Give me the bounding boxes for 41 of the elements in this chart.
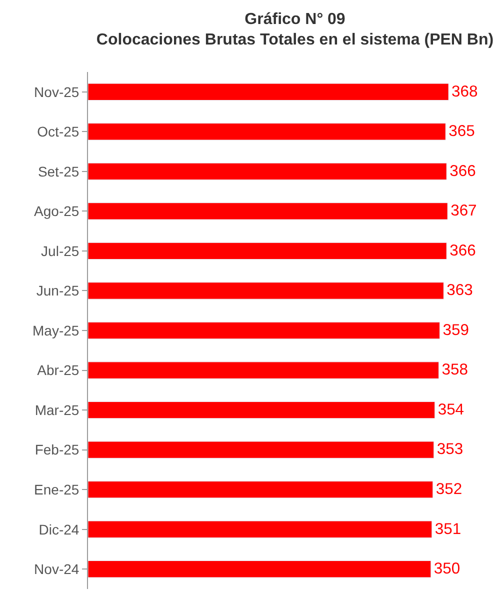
data-label: 351: [434, 520, 462, 538]
y-tick-label: Abr-25: [37, 362, 80, 378]
y-tick-label: Ene-25: [34, 481, 80, 498]
chart-title: Gráfico N° 09: [244, 10, 346, 28]
data-label: 358: [442, 362, 468, 379]
y-tick-label: Set-25: [38, 163, 80, 180]
y-tick-label: May-25: [32, 322, 80, 338]
bar: [88, 162, 447, 180]
data-label: 368: [452, 83, 478, 100]
y-tick-label: Ago-25: [34, 203, 80, 220]
bar: [88, 520, 432, 538]
bar: [88, 242, 447, 260]
y-tick-label: Nov-24: [34, 561, 80, 578]
chart-subtitle: Colocaciones Brutas Totales en el sistema (PEN Bn): [96, 32, 494, 49]
y-tick-label: Jul-25: [41, 242, 80, 259]
bar: [88, 362, 439, 379]
data-label: 353: [436, 441, 464, 458]
y-tick-label: Mar-25: [34, 402, 80, 418]
data-label: 359: [442, 322, 469, 339]
data-label: 365: [448, 123, 476, 140]
bar: [88, 401, 436, 419]
bar: [88, 441, 434, 458]
y-tick-label: Oct-25: [37, 124, 80, 140]
data-label: 363: [446, 282, 474, 300]
data-label: 350: [434, 560, 460, 578]
data-label: 367: [450, 202, 477, 220]
bar: [88, 282, 444, 300]
bar: [88, 123, 446, 140]
y-tick-label: Feb-25: [34, 442, 80, 458]
bar: [88, 83, 449, 100]
data-label: 354: [438, 401, 464, 418]
y-tick-label: Dic-24: [38, 521, 80, 538]
data-label: 366: [450, 162, 476, 180]
bar: [88, 480, 434, 498]
data-label: 366: [450, 242, 476, 260]
data-label: 352: [436, 481, 462, 498]
y-tick-label: Jun-25: [36, 282, 80, 299]
bar: [88, 202, 448, 220]
bar: [88, 322, 440, 340]
y-tick-label: Nov-25: [34, 84, 80, 100]
bar: [88, 560, 432, 578]
